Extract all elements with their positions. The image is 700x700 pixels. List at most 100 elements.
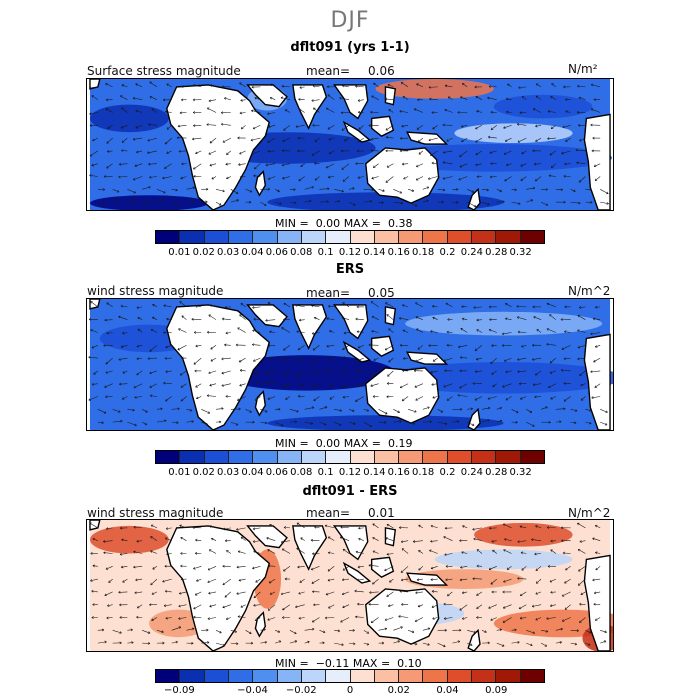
vector-arrowhead (107, 149, 110, 153)
vector-arrowhead (240, 536, 244, 540)
vector-arrowhead (580, 592, 584, 595)
vector-arrowhead (313, 107, 316, 111)
vector-arrowhead (152, 316, 155, 320)
vector-arrow (561, 150, 571, 154)
vector-arrowhead (473, 630, 476, 634)
vector-arrow (416, 163, 424, 168)
vector-arrow (388, 109, 394, 113)
vector-arrow (535, 591, 542, 595)
vector-arrow (570, 421, 577, 424)
landmass (89, 520, 101, 531)
vector-arrow (327, 578, 335, 581)
vector-arrowhead (368, 343, 371, 347)
vector-arrowhead (592, 578, 595, 582)
vector-arrowhead (193, 174, 196, 178)
vector-arrowhead (387, 374, 390, 377)
vector-arrow (265, 163, 276, 166)
vector-arrowhead (442, 150, 446, 154)
vector-arrowhead (475, 357, 479, 361)
vector-arrow (550, 549, 557, 554)
vector-arrow (444, 553, 453, 556)
vector-arrowhead (388, 604, 391, 607)
vector-arrowhead (280, 592, 284, 596)
colorbar-swatch (228, 451, 254, 463)
vector-arrow (313, 85, 320, 88)
vector-arrowhead (254, 96, 257, 100)
vector-arrow (252, 566, 261, 569)
vector-arrowhead (166, 127, 170, 130)
vector-arrowhead (252, 527, 256, 531)
vector-arrowhead (164, 564, 167, 568)
vector-arrow (284, 370, 291, 375)
shading-patch (385, 362, 613, 394)
vector-arrow (370, 301, 379, 308)
vector-arrow (326, 163, 335, 169)
vector-arrowhead (402, 329, 406, 333)
vector-arrow (585, 421, 592, 424)
vector-arrow (329, 396, 335, 400)
vector-arrowhead (195, 385, 198, 388)
vector-arrowhead (312, 347, 316, 351)
stress-vectors (88, 300, 608, 428)
vector-arrowhead (594, 618, 598, 621)
vector-arrowhead (370, 137, 374, 141)
vector-arrowhead (237, 550, 241, 554)
vector-arrowhead (517, 358, 520, 361)
vector-arrowhead (208, 314, 211, 317)
vector-arrowhead (446, 343, 449, 347)
vector-arrowhead (193, 615, 196, 619)
vector-arrow (281, 163, 290, 166)
vector-arrow (215, 189, 225, 192)
vector-arrow (285, 109, 291, 113)
vector-arrow (127, 409, 135, 411)
vector-arrow (329, 330, 335, 333)
vector-arrow (166, 150, 172, 154)
vector-arrowhead (178, 149, 181, 153)
vector-arrowhead (402, 96, 406, 99)
vector-arrow (532, 357, 542, 360)
vector-arrow (91, 95, 99, 100)
panel-3-mean-label: mean= (306, 506, 351, 520)
vector-arrow (253, 591, 261, 599)
vector-arrowhead (560, 368, 564, 372)
vector-arrowhead (328, 304, 331, 308)
vector-arrow (526, 409, 532, 413)
vector-arrowhead (180, 564, 183, 568)
landmass (467, 407, 481, 430)
panel-2-title: ERS (335, 262, 365, 277)
vector-arrowhead (119, 616, 122, 619)
vector-arrowhead (546, 342, 549, 346)
vector-arrowhead (357, 345, 361, 349)
vector-arrowhead (563, 399, 567, 402)
vector-arrow (122, 370, 128, 374)
vector-arrowhead (327, 578, 331, 582)
vector-arrowhead (459, 369, 462, 373)
vector-arrowhead (368, 124, 371, 127)
vector-arrow (222, 578, 231, 586)
vector-arrow (540, 201, 549, 206)
vector-arrowhead (442, 188, 446, 192)
vector-arrow (437, 189, 446, 191)
vector-arrow (120, 125, 128, 129)
vector-arrow (577, 315, 586, 320)
vector-arrow (378, 201, 384, 204)
vector-arrow (578, 578, 586, 586)
vector-arrowhead (340, 149, 344, 153)
vector-arrowhead (312, 552, 315, 556)
vector-arrowhead (226, 550, 229, 553)
panel-1-title: dflt091 (yrs 1-1) (290, 40, 410, 55)
vector-arrow (418, 524, 424, 529)
vector-arrow (314, 317, 320, 320)
vector-arrowhead (430, 566, 434, 570)
vector-arrow (135, 125, 143, 129)
vector-arrow (355, 318, 364, 320)
vector-arrowhead (298, 592, 301, 595)
vector-arrowhead (206, 123, 209, 127)
vector-arrow (393, 409, 400, 413)
vector-arrowhead (594, 178, 598, 181)
vector-arrow (120, 95, 128, 100)
vector-arrowhead (149, 385, 152, 388)
vector-arrowhead (443, 602, 446, 606)
vector-arrow (312, 332, 320, 334)
vector-arrow (467, 630, 476, 633)
